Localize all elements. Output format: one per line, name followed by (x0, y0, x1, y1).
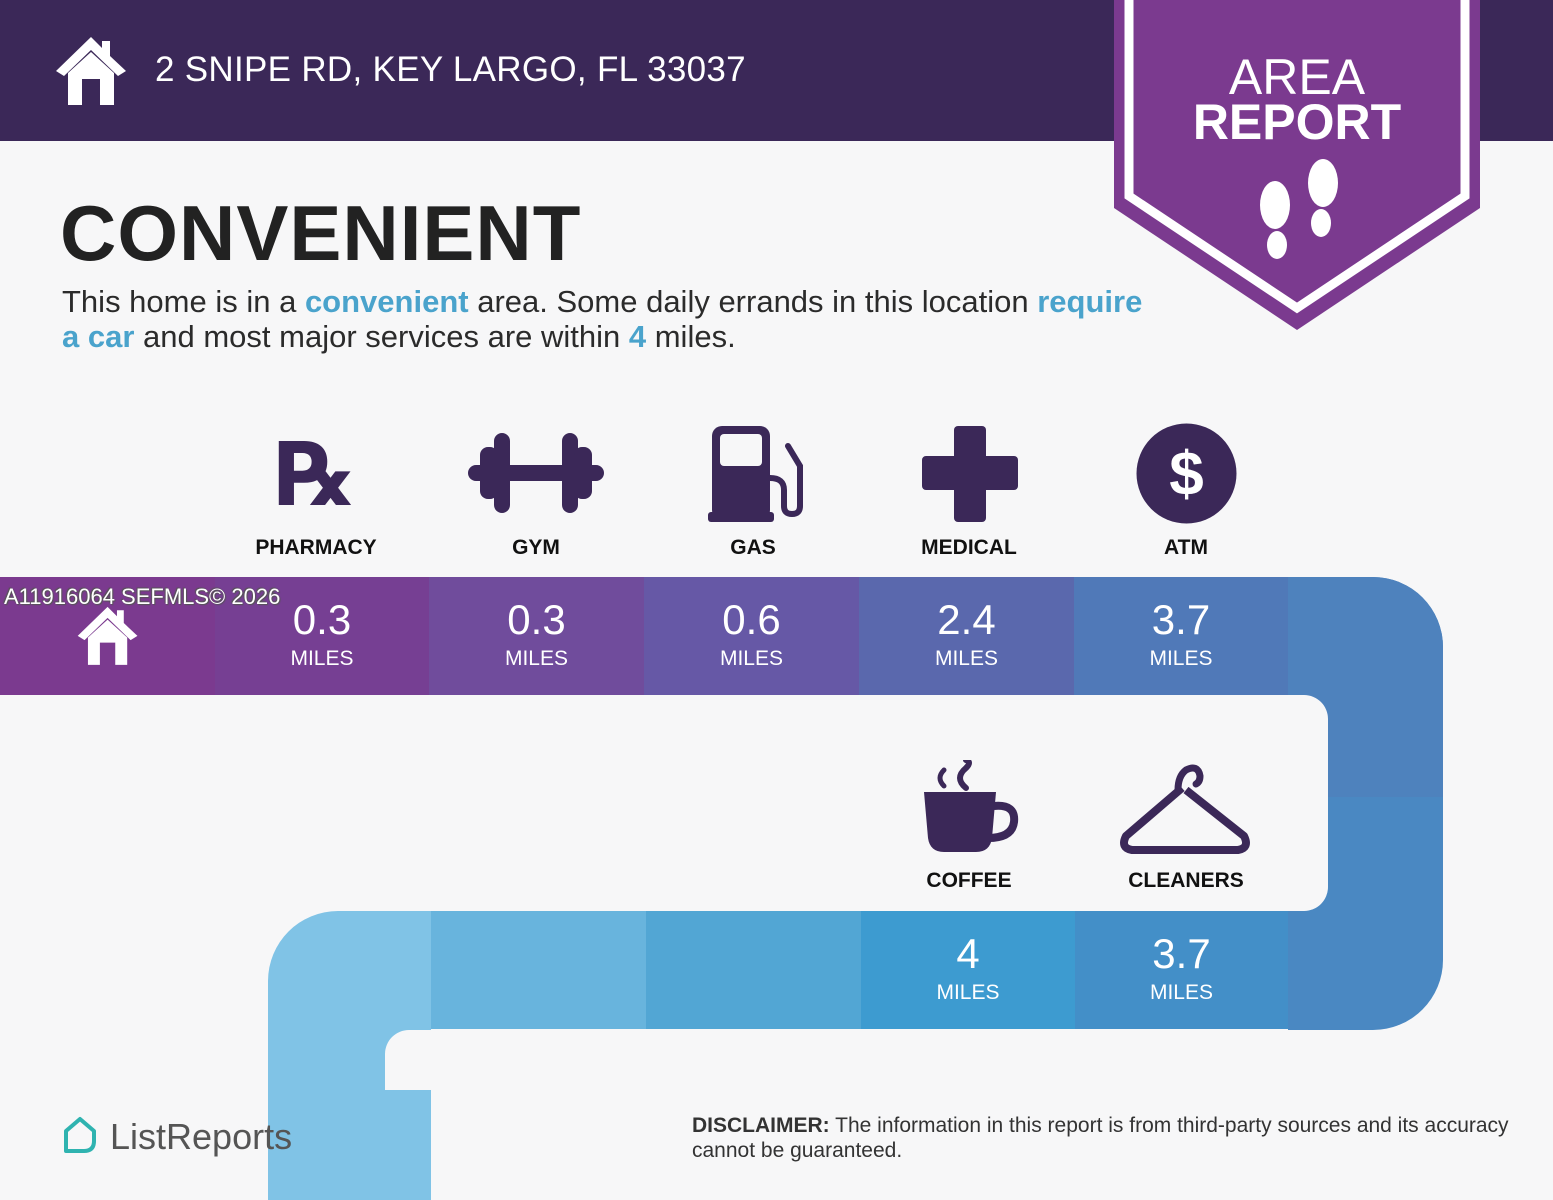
label-medical: MEDICAL (921, 536, 1017, 559)
label-atm: ATM (1164, 536, 1208, 559)
property-address: 2 SNIPE RD, KEY LARGO, FL 33037 (155, 50, 746, 89)
label-coffee: COFFEE (926, 869, 1012, 892)
path-inner-corner (385, 1030, 445, 1090)
label-gym: GYM (512, 536, 560, 559)
distance-gym: 0.3 MILES (429, 577, 644, 695)
label-gas: GAS (730, 536, 776, 559)
logo-text: ListReports (110, 1116, 293, 1157)
hanger-icon (1120, 764, 1250, 854)
distance-coffee: 4 MILES (861, 911, 1075, 1029)
dollar-icon: $ (1136, 423, 1237, 524)
page-title: CONVENIENT (60, 189, 582, 277)
house-icon (56, 37, 126, 105)
gas-pump-icon (708, 426, 803, 522)
description: This home is in a convenient area. Some … (62, 284, 1143, 354)
badge-line2: REPORT (1192, 94, 1402, 150)
rx-icon: ℞ (275, 425, 355, 524)
distance-gas: 0.6 MILES (644, 577, 859, 695)
listreports-logo: ListReports (60, 1115, 292, 1158)
mls-watermark: A11916064 SEFMLS© 2026 (4, 584, 281, 609)
dumbbell-icon (468, 433, 604, 513)
path-segment (431, 911, 646, 1029)
distance-pharmacy: 0.3 MILES (215, 577, 429, 695)
disclaimer: DISCLAIMER: The information in this repo… (692, 1114, 1509, 1162)
label-pharmacy: PHARMACY (255, 536, 377, 559)
badge-line1: AREA (1228, 49, 1366, 105)
footprints-icon (1260, 159, 1338, 259)
home-cell (0, 577, 215, 695)
area-report-badge (1114, 0, 1480, 330)
label-cleaners: CLEANERS (1128, 869, 1244, 892)
distance-medical: 2.4 MILES (859, 577, 1074, 695)
path-segment (646, 911, 861, 1029)
coffee-cup-icon (924, 760, 1019, 852)
distance-atm: 3.7 MILES (1074, 577, 1288, 695)
house-icon (77, 606, 137, 665)
distance-cleaners: 3.7 MILES (1075, 911, 1288, 1029)
medical-cross-icon (922, 426, 1018, 522)
logo-icon (64, 1117, 96, 1153)
svg-text:$: $ (1169, 440, 1203, 509)
